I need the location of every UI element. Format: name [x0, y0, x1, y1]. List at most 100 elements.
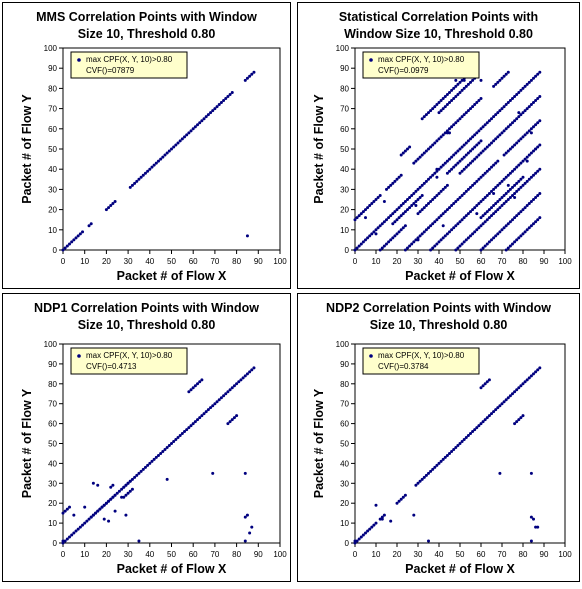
data-point — [490, 206, 493, 210]
data-point — [469, 137, 472, 141]
data-point — [506, 173, 510, 177]
y-axis-label: Packet # of Flow Y — [312, 94, 326, 204]
data-point — [443, 234, 447, 238]
data-point — [389, 238, 393, 242]
data-point — [536, 145, 540, 149]
data-point — [504, 175, 508, 179]
data-point — [498, 109, 502, 113]
data-point — [527, 202, 531, 206]
data-point — [513, 167, 517, 171]
data-point — [370, 202, 374, 206]
data-point — [519, 185, 523, 189]
data-point — [191, 127, 195, 131]
data-point — [511, 185, 514, 189]
data-point — [431, 173, 435, 177]
data-point — [152, 163, 156, 167]
data-point — [506, 222, 510, 226]
data-point — [525, 228, 529, 232]
data-point — [156, 453, 160, 457]
y-tick-label: 50 — [48, 440, 57, 449]
data-point — [481, 198, 485, 201]
data-point — [94, 511, 98, 515]
data-point — [111, 202, 115, 206]
data-point — [420, 193, 424, 197]
data-point — [70, 533, 74, 537]
data-point — [165, 151, 169, 155]
data-point — [403, 149, 407, 153]
data-point — [464, 111, 468, 115]
data-point — [414, 204, 418, 208]
data-point — [496, 406, 500, 410]
data-point — [534, 525, 538, 529]
data-point — [443, 105, 447, 109]
y-tick-label: 60 — [340, 420, 349, 429]
y-tick-label: 20 — [340, 499, 349, 508]
data-point — [445, 171, 449, 175]
chart-panel-2: Statistical Correlation Points with Windo… — [297, 2, 580, 289]
data-point — [213, 107, 217, 111]
data-point — [156, 159, 160, 163]
data-point — [357, 214, 361, 218]
data-point — [462, 216, 466, 220]
data-point — [81, 230, 85, 234]
data-point — [479, 97, 483, 100]
legend-metric-label: CVF()=0.3784 — [378, 362, 429, 371]
data-point — [355, 216, 359, 220]
data-point — [416, 238, 420, 242]
data-point — [368, 204, 372, 208]
data-point — [502, 226, 506, 230]
y-tick-label: 90 — [48, 64, 57, 73]
x-tick-label: 0 — [61, 257, 66, 266]
data-point — [529, 127, 533, 131]
data-series — [61, 70, 256, 252]
data-point — [113, 509, 117, 513]
data-point — [137, 471, 141, 475]
data-point — [72, 238, 76, 242]
y-tick-label: 90 — [340, 360, 349, 369]
data-point — [395, 501, 399, 505]
data-point — [150, 459, 154, 463]
data-point — [529, 151, 533, 155]
data-point — [454, 84, 458, 88]
data-point — [523, 380, 527, 384]
data-point — [416, 481, 420, 485]
data-point — [364, 216, 367, 220]
data-point — [508, 123, 512, 127]
data-point — [441, 163, 445, 167]
data-point — [364, 238, 367, 242]
data-point — [481, 222, 485, 226]
data-point — [519, 177, 523, 181]
data-point — [408, 145, 412, 149]
data-point — [70, 240, 74, 244]
data-point — [359, 212, 363, 216]
data-point — [172, 440, 176, 444]
y-tick-label: 50 — [340, 145, 349, 154]
data-point — [450, 449, 454, 453]
data-point — [538, 191, 542, 195]
y-tick-label: 100 — [44, 44, 58, 53]
data-point — [515, 238, 519, 242]
data-point — [374, 228, 378, 232]
data-point — [506, 189, 510, 193]
data-point — [504, 224, 508, 228]
data-point — [176, 436, 180, 440]
data-point — [437, 111, 441, 115]
data-point — [393, 234, 397, 238]
data-point — [496, 208, 500, 212]
data-point — [538, 167, 542, 171]
data-point — [429, 224, 433, 228]
x-axis-label: Packet # of Flow X — [405, 562, 515, 576]
data-point — [198, 416, 202, 420]
data-point — [437, 216, 441, 220]
data-point — [532, 149, 535, 153]
data-point — [374, 198, 378, 201]
data-point — [243, 515, 247, 519]
x-tick-label: 10 — [80, 257, 89, 266]
data-point — [527, 226, 531, 230]
data-point — [359, 242, 363, 246]
data-point — [224, 392, 228, 396]
data-point — [209, 406, 213, 410]
data-point — [248, 531, 252, 535]
data-point — [412, 161, 416, 165]
